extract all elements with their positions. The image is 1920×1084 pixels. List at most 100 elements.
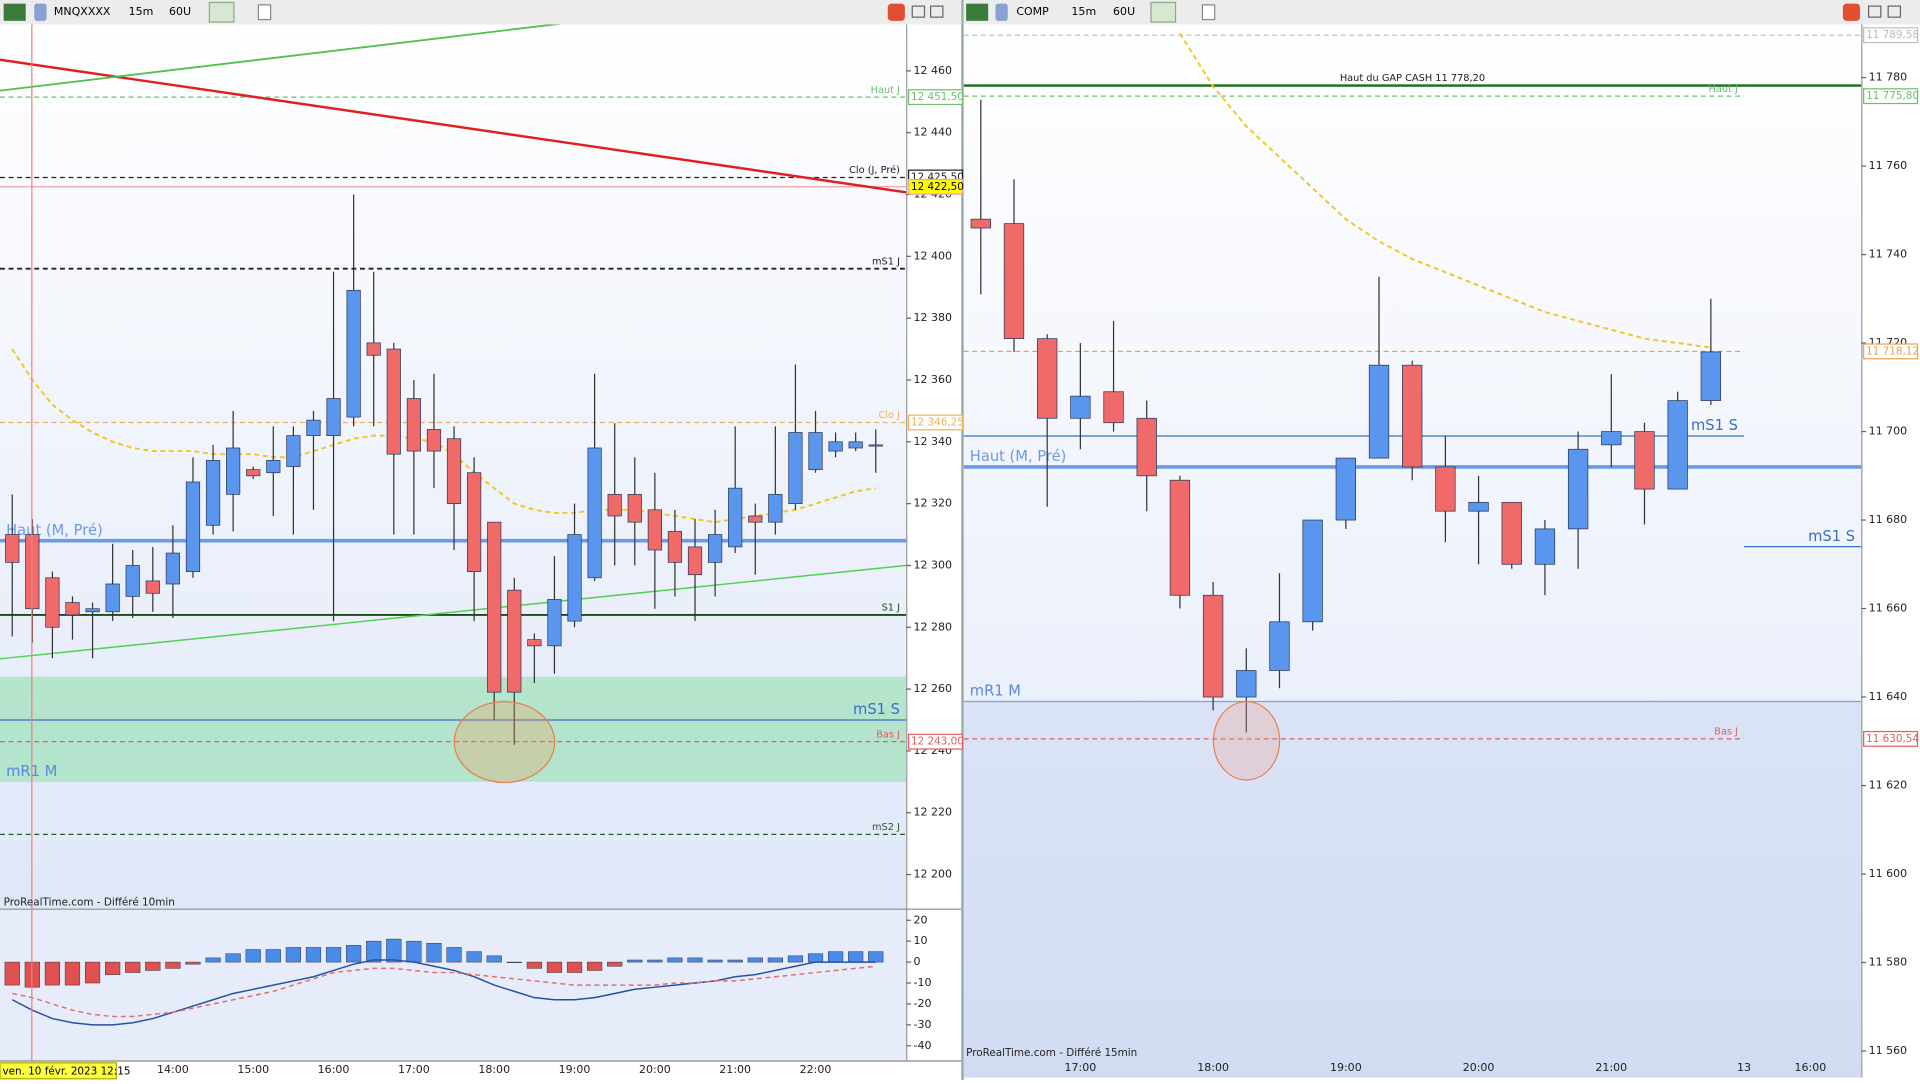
histogram-bar (285, 947, 301, 963)
candle-body (306, 419, 321, 436)
candle-body (1534, 528, 1556, 565)
trendline (0, 58, 907, 194)
candle-body (1070, 395, 1091, 419)
link-icon[interactable] (995, 3, 1008, 21)
y-tick-label: -10 (913, 976, 931, 989)
timeframe[interactable]: 15m (129, 5, 154, 18)
info-button[interactable] (1201, 4, 1216, 21)
x-tick-label: 15:00 (237, 1063, 269, 1076)
cursor-date-tag (0, 1062, 117, 1080)
candle-body (687, 546, 703, 576)
minimize-button[interactable] (1867, 5, 1882, 18)
price-tag (907, 178, 964, 195)
maximize-button[interactable] (1887, 5, 1902, 18)
level-label: Haut (M, Pré) (6, 522, 103, 539)
price-tag (1863, 730, 1919, 747)
cursor-date: ven. 10 févr. 2023 12:15 (2, 1065, 130, 1077)
candle-body (1037, 338, 1058, 419)
price-tag-label: 12 451,50 (911, 91, 964, 103)
candle-body (85, 608, 100, 613)
candle-body (266, 459, 281, 474)
link-icon[interactable] (34, 3, 47, 21)
price-tag-label: 11 789,58 (1866, 29, 1919, 41)
info-button[interactable] (257, 4, 272, 21)
y-tick-label: 11 580 (1869, 956, 1908, 969)
candle-body (205, 459, 221, 526)
histogram-bar (647, 959, 663, 963)
x-tick-label: 21:00 (719, 1063, 751, 1076)
candle-body (627, 493, 642, 523)
y-tick-label: 12 460 (913, 64, 952, 77)
zone (0, 676, 907, 782)
histogram-bar (426, 943, 442, 963)
candle-body (748, 515, 763, 523)
histogram-bar (265, 949, 281, 963)
candle-body (547, 599, 562, 647)
plot-area: Haut du GAP CASH 11 778,20 Haut J mS1 S Hau… (963, 32, 1862, 1078)
symbol[interactable]: COMP (1016, 5, 1049, 18)
x-tick-label: 17:00 (1064, 1061, 1096, 1074)
level-label: Bas J (1714, 727, 1738, 738)
x-tick-label: 22:00 (800, 1063, 832, 1076)
x-tick-label: 19:00 (559, 1063, 591, 1076)
histogram-bar (64, 961, 81, 986)
units[interactable]: 60U (1113, 5, 1135, 18)
candle-body (45, 577, 60, 628)
y-tick-label: 12 360 (913, 373, 952, 386)
level-label: mS1 J (872, 256, 900, 267)
x-tick-label: 21:00 (1595, 1061, 1627, 1074)
level-label: Haut du GAP CASH 11 778,20 (1340, 73, 1485, 84)
candle-body (326, 398, 341, 436)
y-tick-label: 11 600 (1869, 867, 1908, 880)
highlight-circle (453, 701, 556, 784)
price-tag (907, 414, 964, 431)
histogram-bar (807, 953, 824, 963)
histogram-bar (4, 961, 20, 986)
price-tag (907, 89, 964, 106)
units[interactable]: 60U (169, 5, 191, 18)
indicator-button[interactable] (208, 1, 235, 23)
candle-body (708, 534, 723, 563)
candle-body (788, 432, 803, 504)
candle-body (507, 589, 522, 693)
y-tick-label: 11 560 (1869, 1044, 1908, 1057)
refresh-button[interactable] (887, 3, 905, 21)
level-label: mS1 S (1808, 528, 1855, 545)
price-tag-label: 12 243,00 (911, 736, 964, 748)
minimize-button[interactable] (911, 5, 926, 18)
refresh-button[interactable] (1842, 3, 1860, 21)
toolbar (963, 0, 1920, 25)
y-tick-label: 11 620 (1869, 779, 1908, 792)
line-series (11, 959, 876, 1026)
y-tick-label: 0 (913, 955, 920, 968)
y-tick-label: 12 320 (913, 497, 952, 510)
y-tick-label: 11 780 (1869, 71, 1908, 84)
histogram-bar (125, 961, 141, 973)
histogram-bar (667, 957, 683, 963)
price-tag (907, 733, 964, 750)
histogram-bar (767, 957, 783, 963)
candle-body (1501, 501, 1522, 565)
y-tick-label: 10 (913, 934, 927, 947)
y-tick-label: 12 400 (913, 249, 952, 262)
candle-body (467, 472, 482, 572)
x-tick-label: 13 (1737, 1061, 1751, 1074)
candle-body (5, 534, 20, 563)
candle-body (1302, 519, 1323, 623)
histogram-bar (486, 955, 502, 963)
histogram-bar (848, 951, 864, 963)
indicator-button[interactable] (1150, 1, 1177, 23)
level-label: S1 J (882, 603, 900, 614)
zone (963, 701, 1862, 1078)
histogram-bar (687, 957, 703, 963)
maximize-button[interactable] (930, 5, 944, 18)
level-label: Clo J (878, 410, 900, 421)
timeframe[interactable]: 15m (1071, 5, 1096, 18)
histogram-bar (84, 961, 101, 984)
candle-body (1103, 391, 1124, 424)
toolbar (0, 0, 962, 25)
y-tick-label: 12 440 (913, 126, 952, 139)
candle-body (1269, 621, 1290, 671)
symbol[interactable]: MNQXXXX (54, 5, 111, 18)
